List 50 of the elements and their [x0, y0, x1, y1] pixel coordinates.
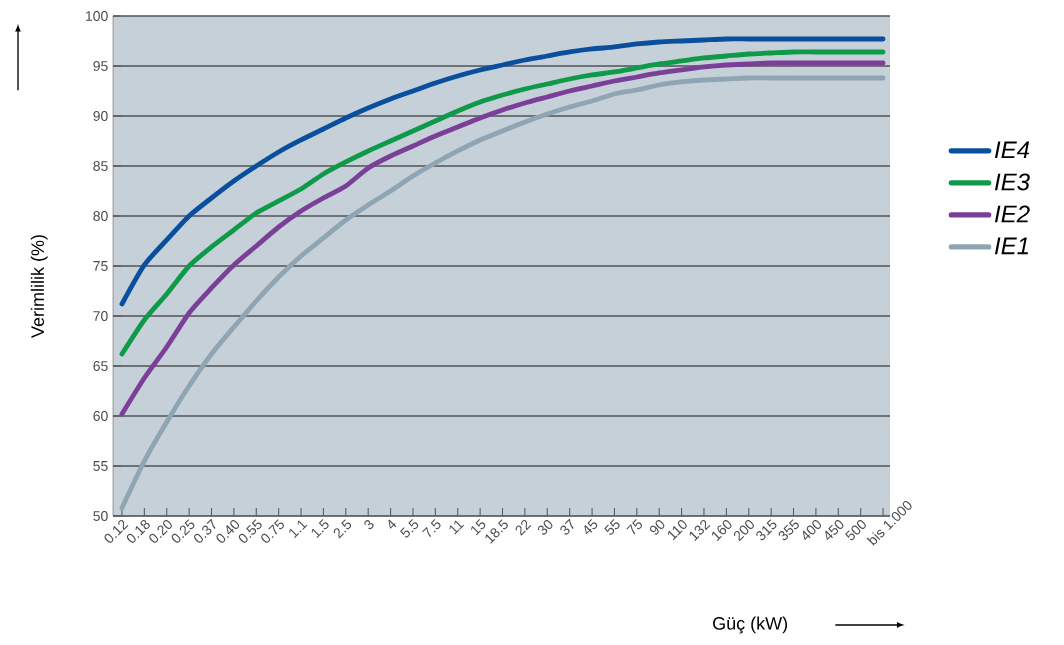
x-tick-label: 0.40 — [216, 520, 240, 543]
line-series — [119, 36, 886, 307]
line-series — [119, 60, 886, 417]
y-tick-label: 100 — [86, 11, 108, 21]
x-tick-label: 450 — [825, 520, 844, 540]
x-tick-label: 7.5 — [422, 519, 441, 538]
line-series — [119, 75, 886, 511]
y-tick-label: 50 — [93, 511, 108, 521]
x-tick-label: 22 — [515, 519, 532, 536]
legend-label: IE4 — [994, 141, 1030, 159]
x-tick-label: 90 — [649, 520, 665, 535]
y-tick-label: 75 — [93, 261, 108, 271]
x-tick-label: 500 — [845, 520, 866, 541]
x-tick-label: 15 — [471, 519, 486, 536]
line-series — [119, 49, 886, 357]
x-axis-title: Güç (kW) — [713, 616, 788, 634]
x-tick-label: 3 — [364, 519, 374, 530]
x-tick-label: 0.20 — [149, 520, 172, 543]
x-tick-label: 5.5 — [400, 519, 419, 538]
legend-label: IE1 — [994, 237, 1028, 255]
x-tick-label: 30 — [537, 520, 553, 535]
y-tick-label: 80 — [93, 211, 108, 221]
x-tick-label: 45 — [584, 519, 598, 535]
x-tick-label: 355 — [778, 519, 799, 541]
x-tick-label: 0.12 — [104, 519, 129, 543]
y-tick-label: 95 — [93, 61, 108, 71]
x-tick-label: 315 — [756, 519, 777, 541]
x-tick-label: 55 — [604, 519, 620, 535]
y-tick-label: 55 — [93, 461, 108, 471]
y-tick-label: 85 — [93, 161, 108, 171]
x-tick-label: 132 — [689, 519, 711, 541]
x-tick-label: 0.18 — [126, 519, 150, 543]
x-tick-label: 200 — [733, 520, 754, 542]
y-tick-label: 90 — [93, 111, 108, 121]
x-tick-label: 2.5 — [333, 519, 352, 539]
x-tick-label: 400 — [802, 520, 822, 540]
x-tick-label: 110 — [667, 520, 687, 541]
y-tick-label: 65 — [93, 361, 108, 371]
x-tick-label: 4 — [388, 519, 397, 529]
y-tick-label: 70 — [93, 311, 108, 321]
legend-label: IE3 — [994, 173, 1030, 191]
x-tick-label: 37 — [560, 518, 574, 535]
x-tick-label: 160 — [712, 520, 732, 541]
x-tick-label: 1.5 — [311, 519, 329, 539]
y-axis-title: Verimlilik (%) — [30, 235, 48, 338]
y-tick-label: 60 — [93, 411, 108, 421]
x-tick-label: 11 — [449, 520, 465, 535]
legend-label: IE2 — [994, 205, 1030, 223]
x-tick-label: 1.1 — [289, 520, 308, 539]
x-tick-label: 75 — [626, 519, 643, 535]
